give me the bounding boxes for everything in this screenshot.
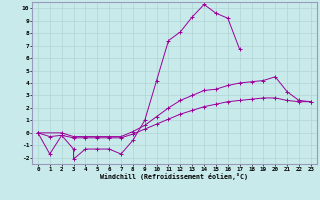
- X-axis label: Windchill (Refroidissement éolien,°C): Windchill (Refroidissement éolien,°C): [100, 173, 248, 180]
